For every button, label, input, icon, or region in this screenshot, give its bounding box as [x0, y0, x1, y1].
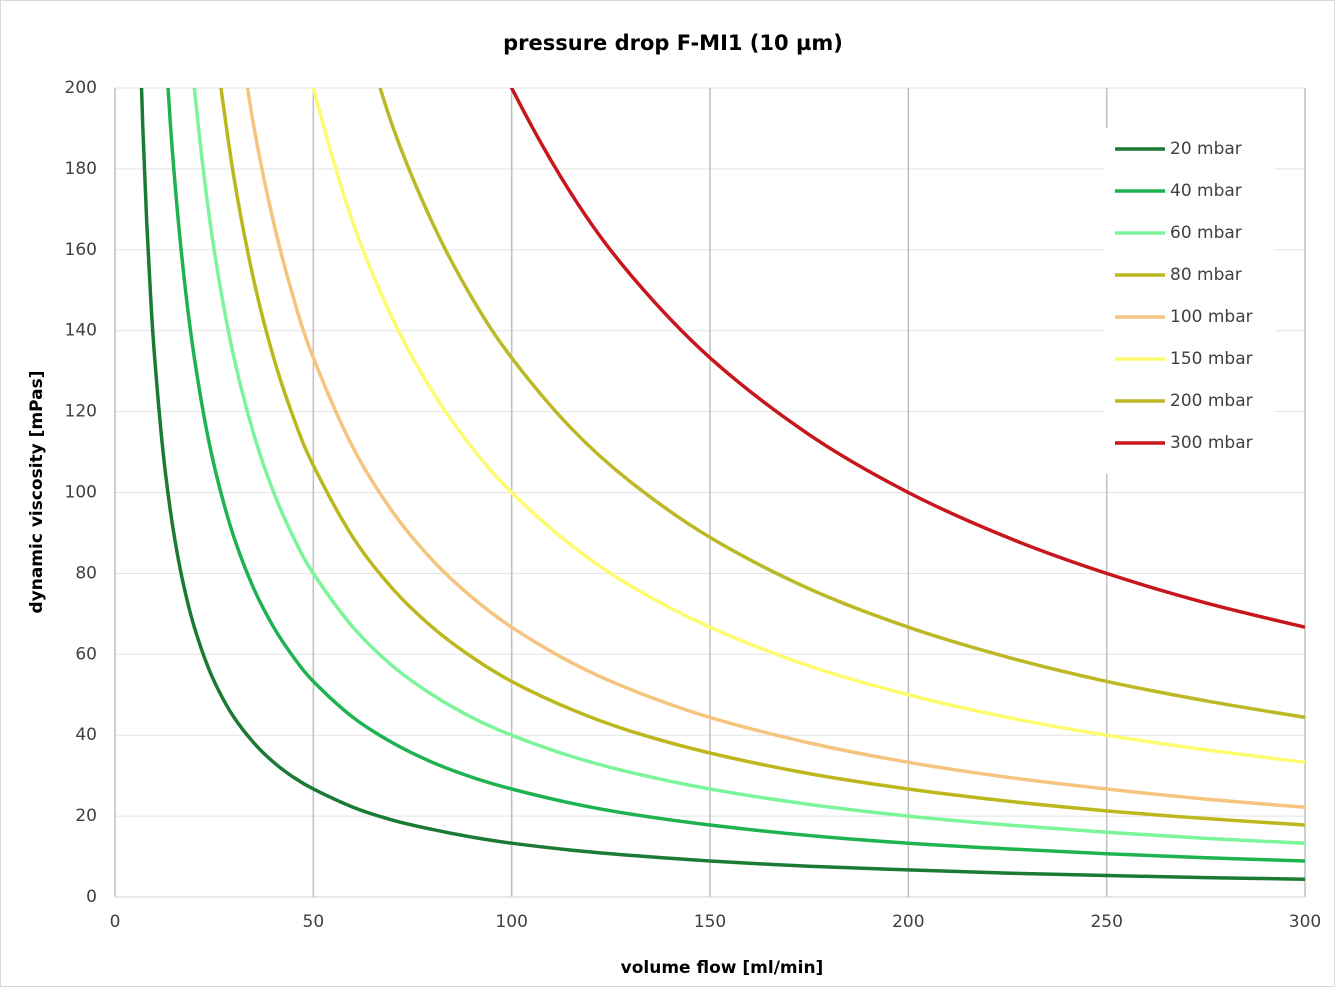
plot-area — [139, 88, 1305, 881]
y-tick-label: 120 — [65, 402, 97, 422]
legend-label: 40 mbar — [1170, 181, 1242, 201]
y-axis-label: dynamic viscosity [mPas] — [27, 370, 47, 613]
chart-title: pressure drop F-MI1 (10 µm) — [503, 31, 843, 55]
x-tick-label: 200 — [892, 912, 924, 932]
legend-label: 200 mbar — [1170, 391, 1253, 411]
legend: 20 mbar 40 mbar 60 mbar 80 mbar 100 mbar 150 … — [1105, 128, 1275, 474]
y-tick-label: 60 — [75, 644, 97, 664]
y-tick-label: 80 — [75, 563, 97, 583]
x-tick-label: 100 — [495, 912, 527, 932]
y-tick-label: 200 — [65, 78, 97, 98]
legend-label: 60 mbar — [1170, 223, 1242, 243]
line — [219, 88, 1305, 827]
y-tick-label: 100 — [65, 483, 97, 503]
legend-label: 100 mbar — [1170, 307, 1253, 327]
x-tick-label: 150 — [694, 912, 726, 932]
y-tick-label: 140 — [65, 321, 97, 341]
y-tick-label: 0 — [86, 887, 97, 907]
x-tick-label: 0 — [110, 912, 121, 932]
x-tick-label: 50 — [303, 912, 325, 932]
legend-box — [1105, 128, 1275, 474]
y-tick-label: 160 — [65, 240, 97, 260]
y-tick-label: 40 — [75, 725, 97, 745]
line — [166, 88, 1305, 863]
x-tick-label: 300 — [1289, 912, 1321, 932]
y-tick-label: 180 — [65, 159, 97, 179]
x-axis-label: volume flow [ml/min] — [621, 958, 824, 978]
y-tick-label: 20 — [75, 806, 97, 826]
line — [311, 88, 1305, 765]
line — [139, 88, 1305, 881]
x-tick-label: 250 — [1090, 912, 1122, 932]
legend-label: 80 mbar — [1170, 265, 1242, 285]
legend-label: 300 mbar — [1170, 433, 1253, 453]
line — [192, 88, 1305, 845]
line — [509, 88, 1305, 629]
legend-label: 150 mbar — [1170, 349, 1253, 369]
legend-label: 20 mbar — [1170, 139, 1242, 159]
line — [378, 88, 1305, 720]
line — [245, 88, 1305, 809]
